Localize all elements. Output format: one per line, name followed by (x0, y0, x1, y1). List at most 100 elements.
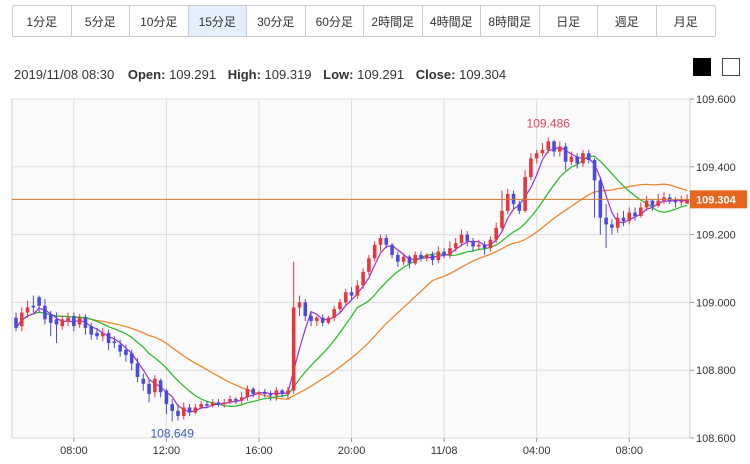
candle (210, 399, 215, 408)
candle (633, 207, 637, 222)
candle (89, 322, 94, 340)
x-tick-label: 11/08 (431, 445, 458, 457)
dark-theme-swatch[interactable] (693, 58, 711, 76)
ohlc-low-label: Low: (323, 67, 354, 82)
candle (540, 143, 545, 157)
timeframe-tab[interactable]: 日足 (539, 6, 598, 36)
candle (471, 237, 475, 252)
candle (135, 358, 140, 383)
candle (326, 315, 331, 325)
candle (239, 392, 244, 405)
candle (216, 399, 221, 407)
candle (181, 402, 186, 420)
candle (228, 395, 232, 405)
current-price-label: 109.304 (696, 194, 737, 206)
high-annotation: 109.486 (527, 117, 571, 131)
candle (158, 378, 163, 398)
timeframe-tabs: 1分足 5分足 10分足 15分足 30分足 60分足 2時間足 4時間足 8時間足 日足 週足 月足 (12, 5, 716, 37)
candle (83, 314, 88, 335)
x-tick-label: 16:00 (245, 445, 273, 457)
timeframe-tab[interactable]: 5分足 (71, 6, 130, 36)
candle (251, 387, 255, 398)
timeframe-tab[interactable]: 30分足 (247, 6, 306, 36)
candle (141, 373, 146, 391)
candle (129, 349, 134, 371)
x-tick-label: 08:00 (60, 445, 88, 457)
candle (205, 400, 209, 409)
y-tick-label: 109.400 (696, 162, 736, 174)
y-tick-label: 108.600 (696, 433, 736, 445)
candle (60, 315, 65, 330)
timeframe-tab[interactable]: 4時間足 (422, 6, 481, 36)
candle (124, 344, 128, 362)
candle (563, 143, 568, 171)
candle (19, 307, 24, 332)
candle (147, 378, 151, 403)
candle (320, 314, 325, 327)
candle (575, 153, 579, 169)
ohlc-close-label: Close: (415, 67, 456, 82)
candle (112, 336, 117, 349)
candle (66, 312, 70, 327)
x-tick-label: 20:00 (338, 445, 366, 457)
candle (453, 237, 458, 252)
timeframe-tab[interactable]: 1分足 (13, 6, 72, 36)
candle (644, 195, 649, 211)
ohlc-datetime: 2019/11/08 08:30 (14, 67, 115, 82)
candle (367, 254, 371, 276)
candle (43, 299, 47, 325)
candle (424, 253, 429, 262)
candle (309, 310, 313, 327)
candle (390, 243, 394, 259)
light-theme-swatch[interactable] (722, 58, 740, 76)
candle (621, 210, 626, 227)
candle (419, 251, 423, 262)
timeframe-tab[interactable]: 15分足 (188, 6, 247, 36)
candle (384, 234, 389, 249)
candle (581, 149, 585, 167)
candle (286, 387, 290, 400)
timeframe-tab[interactable]: 8時間足 (481, 6, 540, 36)
candle (234, 397, 238, 405)
candle (361, 268, 365, 289)
candle (430, 251, 435, 266)
x-tick-label: 12:00 (153, 445, 181, 457)
candle (604, 204, 608, 249)
candle (523, 170, 527, 213)
candle (199, 400, 203, 410)
timeframe-tab[interactable]: 10分足 (130, 6, 189, 36)
candle (592, 158, 597, 218)
timeframe-tab[interactable]: 週足 (598, 6, 657, 36)
candle (505, 188, 510, 215)
candle (546, 137, 551, 154)
candle (37, 295, 41, 313)
candle (465, 231, 470, 247)
candle (170, 399, 174, 422)
candle (343, 288, 348, 306)
candle (355, 280, 360, 300)
timeframe-tab[interactable]: 月足 (656, 6, 715, 36)
candle (396, 251, 400, 267)
x-tick-label: 08:00 (615, 445, 643, 457)
candle (413, 251, 417, 266)
candle (48, 310, 53, 337)
ma-mid-line (15, 155, 688, 408)
candle (257, 390, 261, 400)
candle (569, 151, 574, 166)
timeframe-tab[interactable]: 2時間足 (364, 6, 423, 36)
candle (656, 193, 660, 208)
ohlc-readout: 2019/11/08 08:30 Open: 109.291 High: 109… (14, 67, 506, 82)
candle (500, 190, 504, 232)
current-price-tag (690, 190, 747, 209)
candle (436, 246, 441, 264)
ohlc-high-label: High: (227, 67, 261, 82)
candle (95, 327, 99, 340)
candle (494, 222, 498, 244)
timeframe-tab[interactable]: 60分足 (305, 6, 364, 36)
candle (193, 404, 198, 415)
candle (517, 200, 522, 215)
ohlc-high-value: 109.319 (264, 67, 312, 82)
candle (679, 195, 684, 206)
candle (315, 315, 319, 327)
